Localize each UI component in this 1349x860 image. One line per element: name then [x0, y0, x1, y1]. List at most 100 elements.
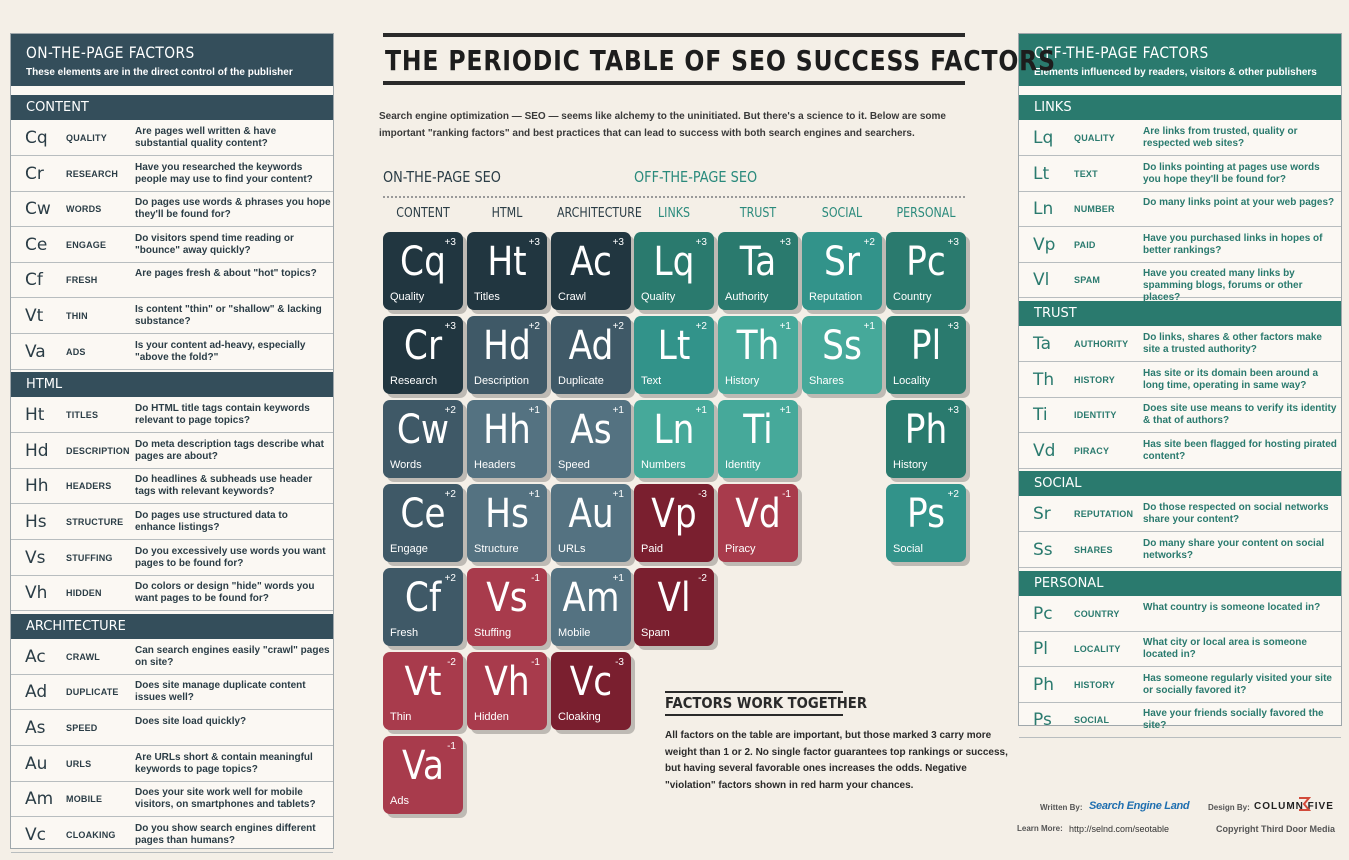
tile-symbol: Vl	[657, 575, 691, 621]
factor-name: SPEED	[66, 723, 98, 733]
element-tile-vl[interactable]: Vl Spam -2	[634, 568, 714, 646]
factor-name: STUFFING	[66, 552, 113, 563]
element-tile-vt[interactable]: Vt Thin -2	[383, 652, 463, 730]
tile-weight: -2	[447, 657, 456, 668]
element-tile-cw[interactable]: Cw Words +2	[383, 400, 463, 478]
tile-symbol: Hd	[483, 323, 531, 369]
factor-name: SOCIAL	[1074, 715, 1110, 726]
factor-description: Has site been flagged for hosting pirate…	[1143, 438, 1337, 462]
factor-row-vd: Vd PIRACY Has site been flagged for hostin…	[1019, 434, 1341, 469]
tile-symbol: Lt	[657, 323, 691, 369]
factor-symbol: Vp	[1033, 234, 1056, 255]
tile-weight: +1	[695, 405, 707, 416]
element-tile-hd[interactable]: Hd Description +2	[467, 316, 547, 394]
factor-row-cq: Cq QUALITY Are pages well written & have s…	[11, 121, 333, 156]
factor-description: Do visitors spend time reading or "bounc…	[135, 232, 294, 256]
element-tile-cq[interactable]: Cq Quality +3	[383, 232, 463, 310]
tile-weight: -1	[447, 741, 456, 752]
element-tile-vp[interactable]: Vp Paid -3	[634, 484, 714, 562]
element-tile-ss[interactable]: Ss Shares +1	[802, 316, 882, 394]
tile-weight: +2	[863, 237, 875, 248]
element-tile-hs[interactable]: Hs Structure +1	[467, 484, 547, 562]
column-header-social: SOCIAL	[821, 206, 863, 221]
column-five-logo[interactable]: COLUMN FIVE	[1254, 801, 1334, 812]
tile-symbol: Ps	[906, 491, 946, 537]
element-tile-vd[interactable]: Vd Piracy -1	[718, 484, 798, 562]
element-tile-hh[interactable]: Hh Headers +1	[467, 400, 547, 478]
tile-symbol: Ad	[568, 323, 614, 369]
element-tile-as[interactable]: As Speed +1	[551, 400, 631, 478]
element-tile-ad[interactable]: Ad Duplicate +2	[551, 316, 631, 394]
factor-name: CLOAKING	[66, 829, 116, 840]
left-panel-header: ON-THE-PAGE FACTORS These elements are i…	[11, 34, 333, 86]
intro-text: Search engine optimization — SEO — seems…	[379, 111, 946, 139]
element-tile-vc[interactable]: Vc Cloaking -3	[551, 652, 631, 730]
element-tile-pc[interactable]: Pc Country +3	[886, 232, 966, 310]
tile-symbol: Vs	[486, 575, 528, 621]
tile-name: Spam	[641, 627, 670, 639]
factor-description: Does your site work well for mobile visi…	[135, 787, 316, 811]
element-tile-vs[interactable]: Vs Stuffing -1	[467, 568, 547, 646]
element-tile-ti[interactable]: Ti Identity +1	[718, 400, 798, 478]
element-tile-th[interactable]: Th History +1	[718, 316, 798, 394]
tile-weight: +2	[612, 321, 624, 332]
section-header-content: CONTENT	[11, 95, 333, 120]
tile-weight: +1	[528, 405, 540, 416]
tile-name: Hidden	[474, 711, 509, 723]
element-tile-ac[interactable]: Ac Crawl +3	[551, 232, 631, 310]
element-tile-pl[interactable]: Pl Locality +3	[886, 316, 966, 394]
factor-symbol: Sr	[1033, 504, 1051, 525]
factor-row-ht: Ht TITLES Do HTML title tags contain keywo…	[11, 398, 333, 434]
tile-symbol: Ht	[487, 239, 527, 285]
tile-symbol: Ph	[904, 407, 948, 453]
factor-row-va: Va ADS Is your content ad-heavy, especiall…	[11, 335, 333, 370]
tile-symbol: Cq	[400, 239, 446, 285]
factors-text: All factors on the table are important, …	[665, 730, 1008, 791]
tile-weight: +1	[863, 321, 875, 332]
element-tile-va[interactable]: Va Ads -1	[383, 736, 463, 814]
element-tile-lt[interactable]: Lt Text +2	[634, 316, 714, 394]
element-tile-ln[interactable]: Ln Numbers +1	[634, 400, 714, 478]
factor-symbol: Lq	[1033, 128, 1054, 148]
tile-name: Crawl	[558, 291, 587, 303]
element-tile-ps[interactable]: Ps Social +2	[886, 484, 966, 562]
element-tile-lq[interactable]: Lq Quality +3	[634, 232, 714, 310]
tile-symbol: Ln	[653, 407, 695, 453]
factor-symbol: Th	[1033, 369, 1055, 390]
element-tile-cr[interactable]: Cr Research +3	[383, 316, 463, 394]
factor-row-th: Th HISTORY Has site or its domain been aro…	[1019, 363, 1341, 398]
factor-symbol: Ss	[1033, 540, 1053, 560]
element-tile-ce[interactable]: Ce Engage +2	[383, 484, 463, 562]
factor-row-vt: Vt THIN Is content "thin" or "shallow" & l…	[11, 299, 333, 334]
factor-symbol: Vd	[1033, 440, 1056, 461]
element-tile-am[interactable]: Am Mobile +1	[551, 568, 631, 646]
tile-name: Country	[893, 291, 932, 303]
factor-symbol: Vs	[25, 547, 46, 568]
factor-row-pc: Pc COUNTRY What country is someone located…	[1019, 597, 1341, 632]
factor-description: What city or local area is someone locat…	[1143, 637, 1307, 661]
off-the-page-factors-panel: OFF-THE-PAGE FACTORS Elements influenced…	[1018, 33, 1342, 739]
right-panel-subtitle: Elements influenced by readers, visitors…	[1034, 67, 1317, 78]
section-header-html: HTML	[11, 372, 333, 398]
factor-name: CRAWL	[66, 651, 100, 662]
element-tile-ta[interactable]: Ta Authority +3	[718, 232, 798, 310]
element-tile-ht[interactable]: Ht Titles +3	[467, 232, 547, 310]
factor-description: Do you show search engines different pag…	[135, 822, 316, 846]
factor-description: Does site use means to verify its identi…	[1143, 403, 1337, 427]
learn-more-url[interactable]: http://selnd.com/seotable	[1069, 824, 1170, 834]
tile-weight: +3	[528, 237, 540, 248]
factor-description: Do those respected on social networks sh…	[1143, 502, 1329, 526]
search-engine-land-logo[interactable]: Search Engine Land	[1089, 800, 1190, 812]
element-tile-cf[interactable]: Cf Fresh +2	[383, 568, 463, 646]
tile-name: Titles	[474, 291, 500, 303]
element-tile-vh[interactable]: Vh Hidden -1	[467, 652, 547, 730]
factor-description: Do headlines & subheads use header tags …	[135, 474, 313, 498]
element-tile-sr[interactable]: Sr Reputation +2	[802, 232, 882, 310]
element-tile-au[interactable]: Au URLs +1	[551, 484, 631, 562]
tile-weight: +3	[612, 237, 624, 248]
element-tile-ph[interactable]: Ph History +3	[886, 400, 966, 478]
tile-symbol: Ac	[570, 239, 612, 285]
factor-symbol: Cf	[25, 270, 43, 291]
tile-weight: +1	[612, 489, 624, 500]
factors-title: FACTORS WORK TOGETHER	[665, 691, 867, 716]
